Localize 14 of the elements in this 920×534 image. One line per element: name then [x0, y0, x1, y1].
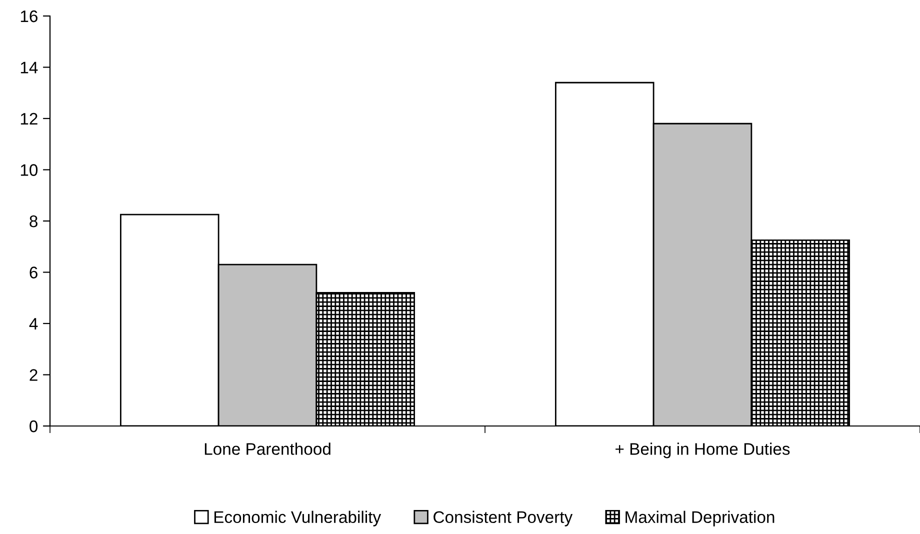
legend-label: Maximal Deprivation: [626, 510, 774, 526]
x-tick-label: Lone Parenthood: [204, 442, 330, 455]
y-tick-label: 14: [20, 62, 38, 74]
y-tick-label: 6: [30, 266, 38, 278]
y-tick-label: 12: [20, 112, 38, 125]
y-tick-label: 0: [30, 420, 38, 432]
y-tick-label: 4: [29, 318, 38, 330]
legend-label: Economic Vulnerability: [214, 510, 382, 526]
y-tick-label: 8: [30, 215, 38, 228]
y-tick-label: 16: [20, 10, 38, 22]
legend-label: Consistent Poverty: [434, 510, 573, 526]
y-tick-label: 10: [20, 164, 38, 176]
y-tick-label: 2: [30, 369, 38, 381]
x-tick-label: + Being in Home Duties: [616, 442, 790, 458]
